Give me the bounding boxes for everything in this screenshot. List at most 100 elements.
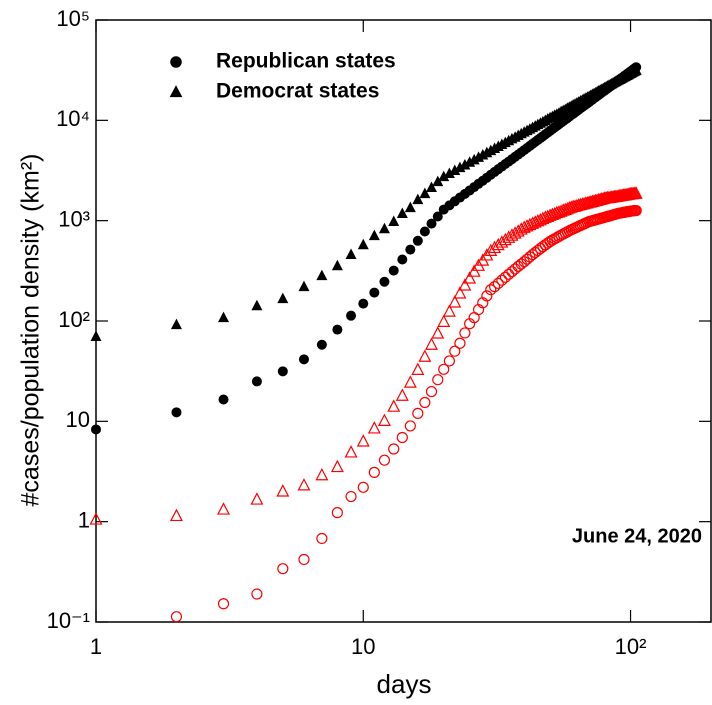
data-point bbox=[298, 354, 309, 365]
data-point bbox=[332, 324, 343, 335]
data-point bbox=[404, 420, 416, 432]
annotation: June 24, 2020 bbox=[572, 525, 702, 547]
data-point bbox=[514, 222, 528, 235]
data-point bbox=[396, 207, 408, 218]
data-point bbox=[418, 349, 432, 362]
data-point bbox=[395, 388, 409, 401]
data-point bbox=[629, 186, 643, 199]
data-point bbox=[276, 484, 290, 497]
data-point bbox=[453, 286, 467, 299]
data-point bbox=[432, 211, 443, 222]
data-point bbox=[345, 248, 357, 260]
data-point bbox=[419, 226, 430, 237]
data-point bbox=[443, 355, 455, 367]
data-point bbox=[404, 201, 416, 213]
y-tick-label: 10⁵ bbox=[56, 6, 90, 31]
y-tick-label: 10⁴ bbox=[56, 106, 90, 131]
data-point bbox=[251, 376, 262, 387]
data-point bbox=[298, 553, 310, 566]
data-point bbox=[171, 407, 182, 418]
data-point bbox=[387, 399, 401, 412]
data-point bbox=[388, 265, 399, 276]
data-point bbox=[378, 222, 390, 234]
data-point bbox=[560, 201, 574, 215]
x-axis-label: days bbox=[377, 669, 432, 699]
data-point bbox=[425, 337, 438, 350]
data-point bbox=[454, 161, 466, 173]
data-point bbox=[498, 232, 512, 246]
data-point bbox=[218, 311, 230, 323]
data-point bbox=[443, 167, 455, 179]
legend-label: Democrat states bbox=[216, 80, 379, 103]
data-point bbox=[91, 424, 101, 435]
y-tick-label: 10³ bbox=[58, 206, 90, 231]
data-point bbox=[432, 374, 444, 386]
x-tick-label: 10² bbox=[615, 634, 647, 659]
data-point bbox=[432, 175, 444, 187]
data-point bbox=[277, 292, 289, 304]
data-point bbox=[251, 588, 263, 600]
data-point bbox=[499, 271, 511, 283]
data-point bbox=[316, 339, 327, 350]
legend-label: Republican states bbox=[216, 50, 396, 73]
data-point bbox=[480, 248, 494, 261]
data-point bbox=[367, 421, 381, 434]
data-point bbox=[170, 318, 182, 330]
data-point bbox=[492, 277, 504, 290]
data-point bbox=[358, 298, 369, 309]
data-point bbox=[250, 492, 264, 505]
data-point bbox=[438, 363, 450, 375]
data-point bbox=[454, 337, 466, 349]
data-point bbox=[277, 366, 288, 377]
data-point bbox=[356, 434, 370, 447]
data-point bbox=[570, 198, 584, 212]
data-point bbox=[331, 507, 343, 519]
data-point bbox=[481, 290, 493, 302]
data-point bbox=[425, 181, 437, 193]
data-point bbox=[506, 266, 518, 278]
data-point bbox=[277, 563, 289, 575]
data-point bbox=[315, 467, 329, 481]
data-point bbox=[170, 611, 183, 623]
data-point bbox=[251, 299, 263, 311]
data-point bbox=[442, 304, 456, 317]
data-point bbox=[218, 394, 229, 405]
data-point bbox=[449, 164, 461, 176]
data-point bbox=[368, 466, 380, 478]
data-point bbox=[425, 385, 438, 398]
data-point bbox=[458, 278, 472, 291]
data-point bbox=[316, 532, 328, 545]
data-point bbox=[509, 263, 521, 275]
data-point bbox=[463, 271, 477, 284]
data-point bbox=[438, 170, 450, 182]
data-point bbox=[419, 396, 431, 409]
data-point bbox=[412, 193, 424, 205]
data-point bbox=[217, 598, 230, 610]
data-point bbox=[345, 490, 357, 503]
y-tick-label: 10 bbox=[66, 407, 90, 432]
data-point bbox=[405, 244, 416, 255]
data-point bbox=[357, 481, 369, 493]
data-point bbox=[344, 445, 358, 458]
data-point bbox=[630, 64, 642, 75]
data-point bbox=[330, 459, 344, 473]
data-point bbox=[502, 230, 516, 243]
data-point bbox=[90, 330, 102, 342]
data-point bbox=[412, 235, 423, 246]
data-point bbox=[403, 375, 417, 388]
x-tick-label: 10 bbox=[351, 634, 375, 659]
data-point bbox=[488, 281, 501, 293]
data-point bbox=[558, 202, 572, 216]
data-point bbox=[316, 269, 328, 281]
data-point bbox=[331, 259, 343, 271]
data-point bbox=[419, 187, 431, 199]
data-point bbox=[346, 310, 357, 321]
y-tick-label: 1 bbox=[78, 507, 90, 532]
data-point bbox=[297, 478, 311, 491]
data-point bbox=[505, 228, 519, 241]
data-point bbox=[169, 508, 183, 522]
data-point bbox=[467, 264, 481, 277]
y-tick-label: 10⁻¹ bbox=[47, 608, 90, 633]
data-point bbox=[437, 314, 451, 327]
y-tick-label: 10² bbox=[58, 307, 90, 332]
